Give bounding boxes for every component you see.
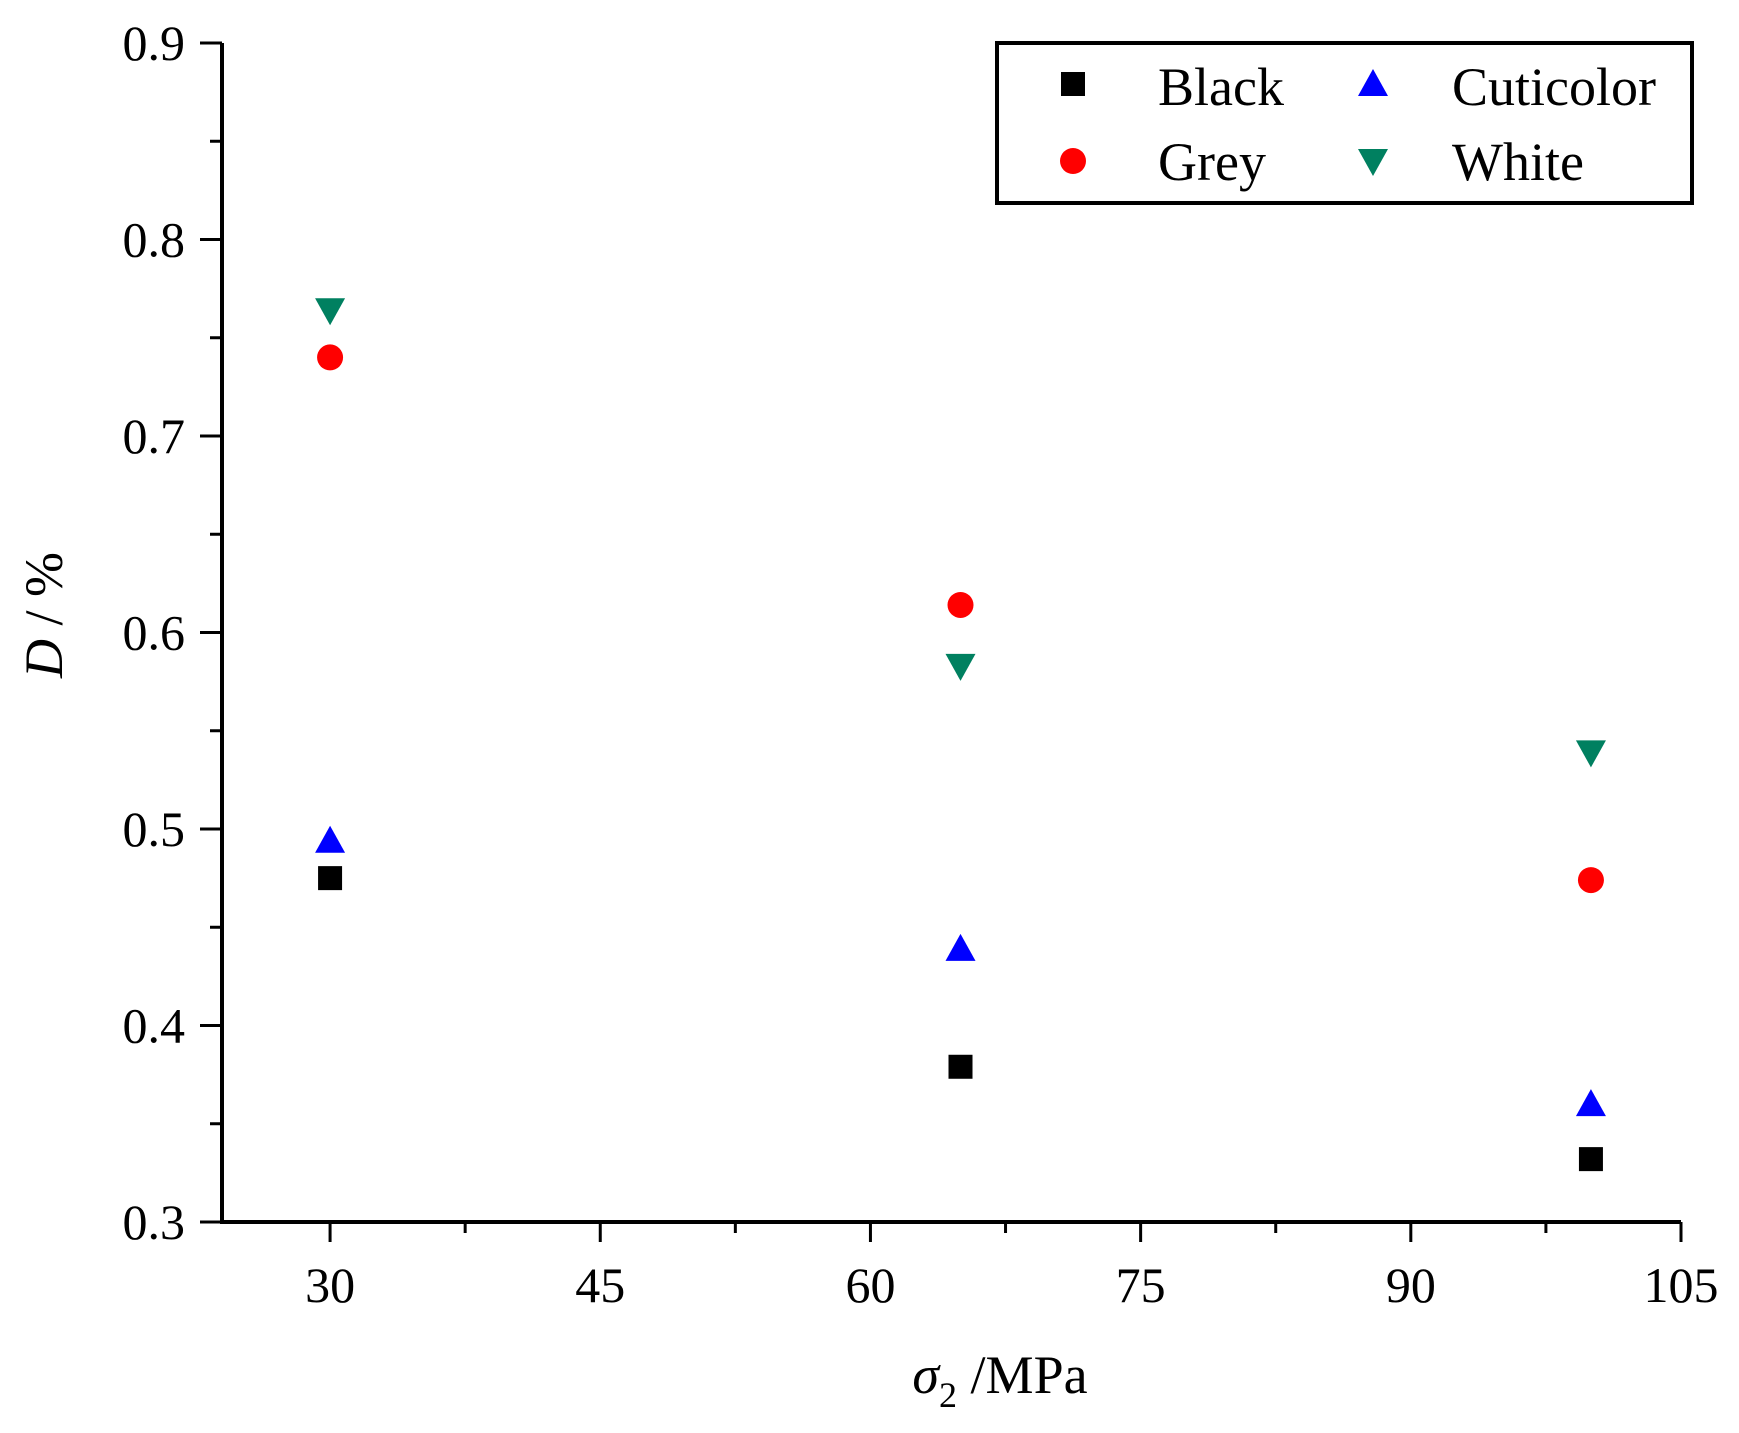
x-tick-label: 45 [575, 1257, 625, 1313]
y-axis-title: D / % [14, 552, 74, 679]
data-point-black [948, 1054, 973, 1079]
data-point-grey [1577, 867, 1604, 894]
x-tick-label: 90 [1386, 1257, 1436, 1313]
y-tick-label: 0.5 [123, 801, 186, 857]
y-tick-label: 0.8 [123, 212, 186, 268]
y-tick-label: 0.6 [123, 605, 186, 661]
legend-marker-black [1061, 72, 1085, 96]
x-tick-label: 75 [1116, 1257, 1166, 1313]
legend-label-cuticolor: Cuticolor [1452, 57, 1656, 117]
data-point-black [318, 866, 343, 891]
legend-marker-cuticolor [1358, 69, 1388, 96]
data-point-cuticolor [315, 825, 346, 853]
x-tick-label: 60 [845, 1257, 895, 1313]
data-point-white [945, 653, 976, 681]
legend-box [995, 41, 1694, 205]
data-point-grey [317, 344, 344, 371]
axes [220, 43, 1681, 1224]
legend: Black Grey Cuticolor White [995, 41, 1694, 205]
legend-label-black: Black [1158, 57, 1284, 117]
x-tick-label: 105 [1644, 1257, 1719, 1313]
data-point-grey [947, 591, 974, 618]
x-tick-label: 30 [305, 1257, 355, 1313]
legend-marker-grey [1060, 148, 1086, 174]
y-tick-label: 0.7 [123, 408, 186, 464]
y-tick-label: 0.3 [123, 1194, 186, 1250]
data-point-cuticolor [945, 933, 976, 961]
legend-label-white: White [1452, 132, 1584, 192]
data-point-black [1578, 1147, 1603, 1172]
legend-marker-white [1358, 149, 1388, 176]
legend-label-grey: Grey [1158, 132, 1266, 192]
x-axis-title: σ2 /MPa [912, 1345, 1087, 1415]
data-point-cuticolor [1575, 1089, 1606, 1117]
x-axis-ticks: 30 45 60 75 90 105 [305, 1222, 1719, 1313]
data-point-white [1575, 740, 1606, 768]
y-tick-label: 0.9 [123, 15, 186, 71]
data-points [315, 298, 1606, 1172]
y-axis-ticks: 0.3 0.4 0.5 0.6 0.7 0.8 0.9 [123, 15, 222, 1250]
y-tick-label: 0.4 [123, 998, 186, 1054]
data-point-white [315, 298, 346, 326]
